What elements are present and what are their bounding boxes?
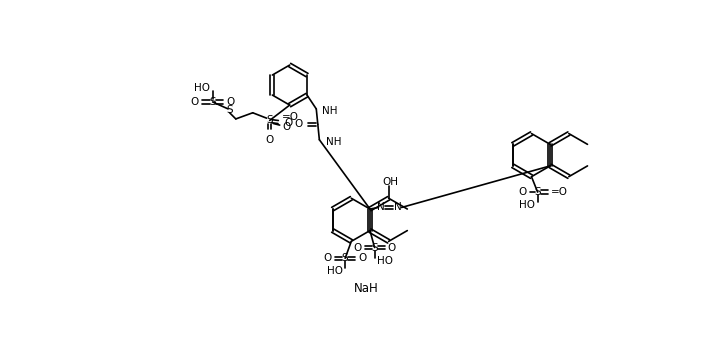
Text: O: O bbox=[294, 119, 303, 129]
Text: HO: HO bbox=[194, 83, 211, 93]
Text: N: N bbox=[377, 202, 385, 212]
Text: O: O bbox=[191, 97, 198, 107]
Text: OH: OH bbox=[382, 177, 398, 187]
Text: S: S bbox=[534, 187, 541, 197]
Text: O: O bbox=[284, 118, 293, 128]
Text: S: S bbox=[209, 97, 216, 107]
Text: O: O bbox=[358, 253, 366, 263]
Text: O: O bbox=[282, 122, 291, 132]
Text: S: S bbox=[342, 253, 348, 263]
Text: NH: NH bbox=[323, 106, 338, 116]
Text: O: O bbox=[388, 243, 396, 252]
Text: NH: NH bbox=[326, 137, 341, 147]
Text: O: O bbox=[226, 97, 235, 107]
Text: O: O bbox=[266, 135, 273, 145]
Text: N: N bbox=[394, 202, 401, 212]
Text: O: O bbox=[353, 243, 361, 252]
Text: HO: HO bbox=[327, 267, 343, 276]
Text: O: O bbox=[323, 253, 332, 263]
Text: O: O bbox=[518, 187, 527, 197]
Text: S: S bbox=[266, 116, 273, 126]
Text: S: S bbox=[371, 243, 378, 252]
Text: =O: =O bbox=[550, 187, 568, 197]
Text: =O: =O bbox=[282, 113, 299, 122]
Text: NaH: NaH bbox=[353, 282, 378, 295]
Text: HO: HO bbox=[519, 200, 536, 210]
Text: HO: HO bbox=[377, 256, 393, 265]
Text: S: S bbox=[226, 105, 233, 116]
